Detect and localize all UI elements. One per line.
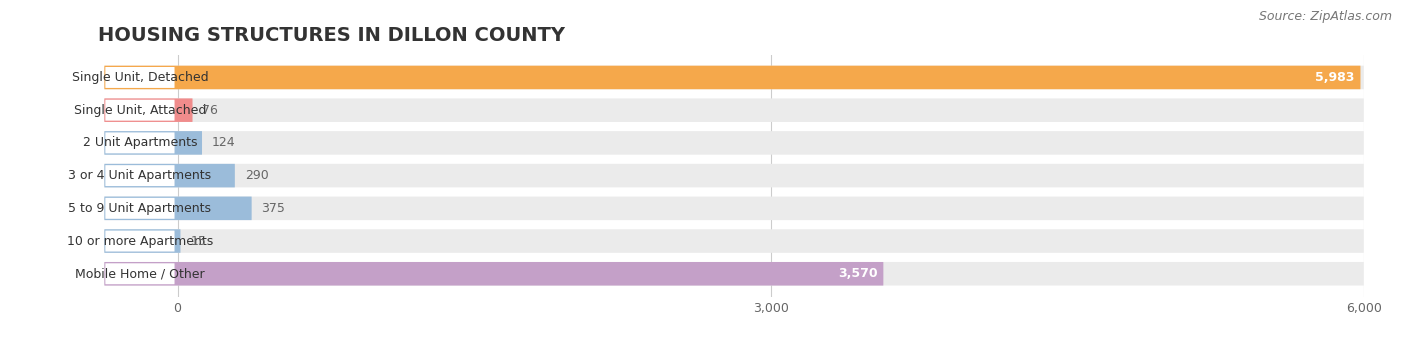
FancyBboxPatch shape xyxy=(104,262,1364,285)
Text: 3,570: 3,570 xyxy=(838,267,877,280)
FancyBboxPatch shape xyxy=(104,66,1361,89)
FancyBboxPatch shape xyxy=(105,231,174,252)
Text: Source: ZipAtlas.com: Source: ZipAtlas.com xyxy=(1258,10,1392,23)
FancyBboxPatch shape xyxy=(104,262,883,285)
Text: 5 to 9 Unit Apartments: 5 to 9 Unit Apartments xyxy=(69,202,211,215)
Text: 10 or more Apartments: 10 or more Apartments xyxy=(67,235,214,248)
Text: Mobile Home / Other: Mobile Home / Other xyxy=(75,267,205,280)
FancyBboxPatch shape xyxy=(104,131,202,155)
Text: 76: 76 xyxy=(202,104,218,117)
FancyBboxPatch shape xyxy=(104,229,180,253)
FancyBboxPatch shape xyxy=(105,132,174,153)
FancyBboxPatch shape xyxy=(104,229,1364,253)
FancyBboxPatch shape xyxy=(104,164,235,188)
FancyBboxPatch shape xyxy=(105,100,174,121)
FancyBboxPatch shape xyxy=(105,263,174,284)
Text: 2 Unit Apartments: 2 Unit Apartments xyxy=(83,136,197,149)
FancyBboxPatch shape xyxy=(105,67,174,88)
FancyBboxPatch shape xyxy=(104,66,1364,89)
Text: Single Unit, Detached: Single Unit, Detached xyxy=(72,71,208,84)
Text: 3 or 4 Unit Apartments: 3 or 4 Unit Apartments xyxy=(69,169,211,182)
FancyBboxPatch shape xyxy=(104,99,193,122)
FancyBboxPatch shape xyxy=(105,165,174,186)
Text: 124: 124 xyxy=(212,136,236,149)
FancyBboxPatch shape xyxy=(104,196,252,220)
FancyBboxPatch shape xyxy=(105,198,174,219)
Text: 15: 15 xyxy=(190,235,207,248)
FancyBboxPatch shape xyxy=(104,131,1364,155)
FancyBboxPatch shape xyxy=(104,196,1364,220)
Text: 5,983: 5,983 xyxy=(1315,71,1354,84)
FancyBboxPatch shape xyxy=(104,164,1364,188)
Text: 375: 375 xyxy=(262,202,285,215)
FancyBboxPatch shape xyxy=(104,99,1364,122)
Text: HOUSING STRUCTURES IN DILLON COUNTY: HOUSING STRUCTURES IN DILLON COUNTY xyxy=(98,26,565,45)
Text: 290: 290 xyxy=(245,169,269,182)
Text: Single Unit, Attached: Single Unit, Attached xyxy=(73,104,207,117)
